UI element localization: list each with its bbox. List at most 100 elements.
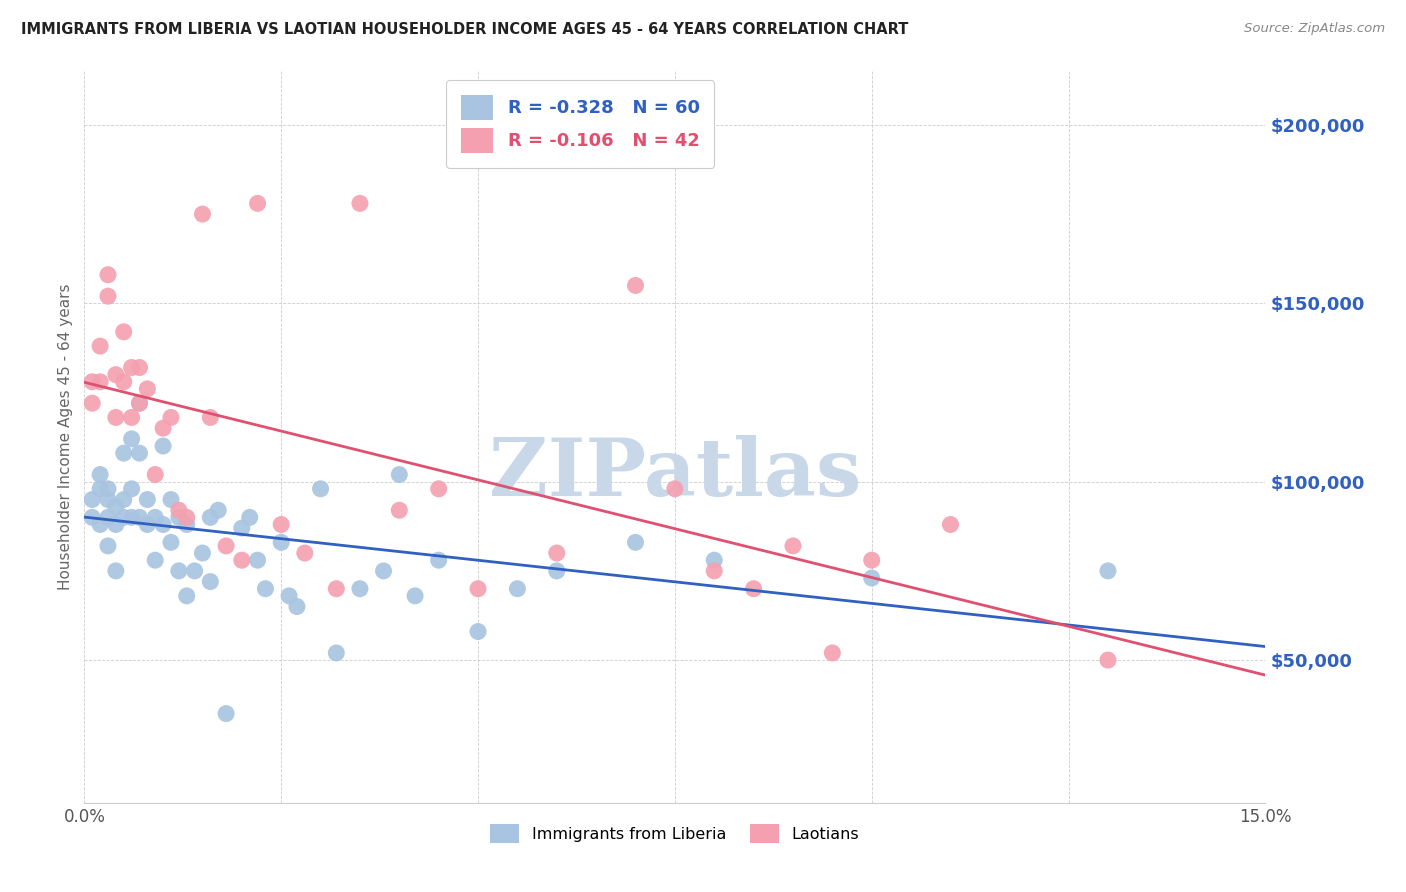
Point	[200, 410, 222, 425]
Point	[128, 396, 150, 410]
Point	[97, 539, 120, 553]
Point	[231, 521, 253, 535]
Point	[939, 517, 962, 532]
Point	[152, 517, 174, 532]
Point	[128, 510, 150, 524]
Point	[82, 492, 104, 507]
Point	[136, 517, 159, 532]
Point	[1097, 564, 1119, 578]
Point	[373, 564, 395, 578]
Point	[160, 492, 183, 507]
Point	[506, 582, 529, 596]
Point	[349, 582, 371, 596]
Point	[89, 375, 111, 389]
Point	[742, 582, 765, 596]
Point	[128, 446, 150, 460]
Point	[270, 535, 292, 549]
Point	[128, 360, 150, 375]
Point	[254, 582, 277, 596]
Point	[104, 564, 127, 578]
Point	[121, 510, 143, 524]
Point	[104, 368, 127, 382]
Point	[82, 396, 104, 410]
Point	[349, 196, 371, 211]
Y-axis label: Householder Income Ages 45 - 64 years: Householder Income Ages 45 - 64 years	[58, 284, 73, 591]
Point	[152, 421, 174, 435]
Text: Source: ZipAtlas.com: Source: ZipAtlas.com	[1244, 22, 1385, 36]
Point	[82, 375, 104, 389]
Point	[167, 510, 190, 524]
Point	[89, 467, 111, 482]
Point	[467, 582, 489, 596]
Point	[624, 278, 647, 293]
Point	[143, 553, 166, 567]
Text: ZIPatlas: ZIPatlas	[489, 434, 860, 513]
Point	[104, 410, 127, 425]
Point	[160, 410, 183, 425]
Point	[191, 546, 214, 560]
Point	[546, 564, 568, 578]
Point	[191, 207, 214, 221]
Point	[703, 564, 725, 578]
Point	[388, 467, 411, 482]
Point	[215, 539, 238, 553]
Point	[112, 325, 135, 339]
Point	[112, 446, 135, 460]
Point	[143, 510, 166, 524]
Point	[176, 517, 198, 532]
Point	[152, 439, 174, 453]
Point	[624, 535, 647, 549]
Point	[782, 539, 804, 553]
Point	[89, 517, 111, 532]
Point	[112, 375, 135, 389]
Point	[467, 624, 489, 639]
Point	[104, 500, 127, 514]
Point	[325, 646, 347, 660]
Point	[176, 510, 198, 524]
Point	[285, 599, 308, 614]
Point	[104, 517, 127, 532]
Point	[121, 360, 143, 375]
Point	[121, 482, 143, 496]
Point	[546, 546, 568, 560]
Point	[97, 482, 120, 496]
Point	[215, 706, 238, 721]
Point	[136, 492, 159, 507]
Point	[82, 510, 104, 524]
Point	[278, 589, 301, 603]
Point	[143, 467, 166, 482]
Point	[703, 553, 725, 567]
Point	[246, 553, 269, 567]
Point	[112, 510, 135, 524]
Point	[89, 482, 111, 496]
Point	[860, 553, 883, 567]
Point	[325, 582, 347, 596]
Point	[207, 503, 229, 517]
Text: IMMIGRANTS FROM LIBERIA VS LAOTIAN HOUSEHOLDER INCOME AGES 45 - 64 YEARS CORRELA: IMMIGRANTS FROM LIBERIA VS LAOTIAN HOUSE…	[21, 22, 908, 37]
Point	[821, 646, 844, 660]
Point	[97, 289, 120, 303]
Point	[97, 268, 120, 282]
Point	[97, 510, 120, 524]
Point	[427, 553, 450, 567]
Point	[664, 482, 686, 496]
Point	[309, 482, 332, 496]
Point	[860, 571, 883, 585]
Point	[128, 396, 150, 410]
Point	[231, 553, 253, 567]
Point	[112, 492, 135, 507]
Point	[427, 482, 450, 496]
Point	[294, 546, 316, 560]
Point	[167, 564, 190, 578]
Point	[246, 196, 269, 211]
Point	[136, 382, 159, 396]
Point	[121, 410, 143, 425]
Point	[89, 339, 111, 353]
Point	[167, 503, 190, 517]
Point	[270, 517, 292, 532]
Point	[121, 432, 143, 446]
Point	[200, 510, 222, 524]
Point	[388, 503, 411, 517]
Legend: Immigrants from Liberia, Laotians: Immigrants from Liberia, Laotians	[484, 817, 866, 850]
Point	[97, 492, 120, 507]
